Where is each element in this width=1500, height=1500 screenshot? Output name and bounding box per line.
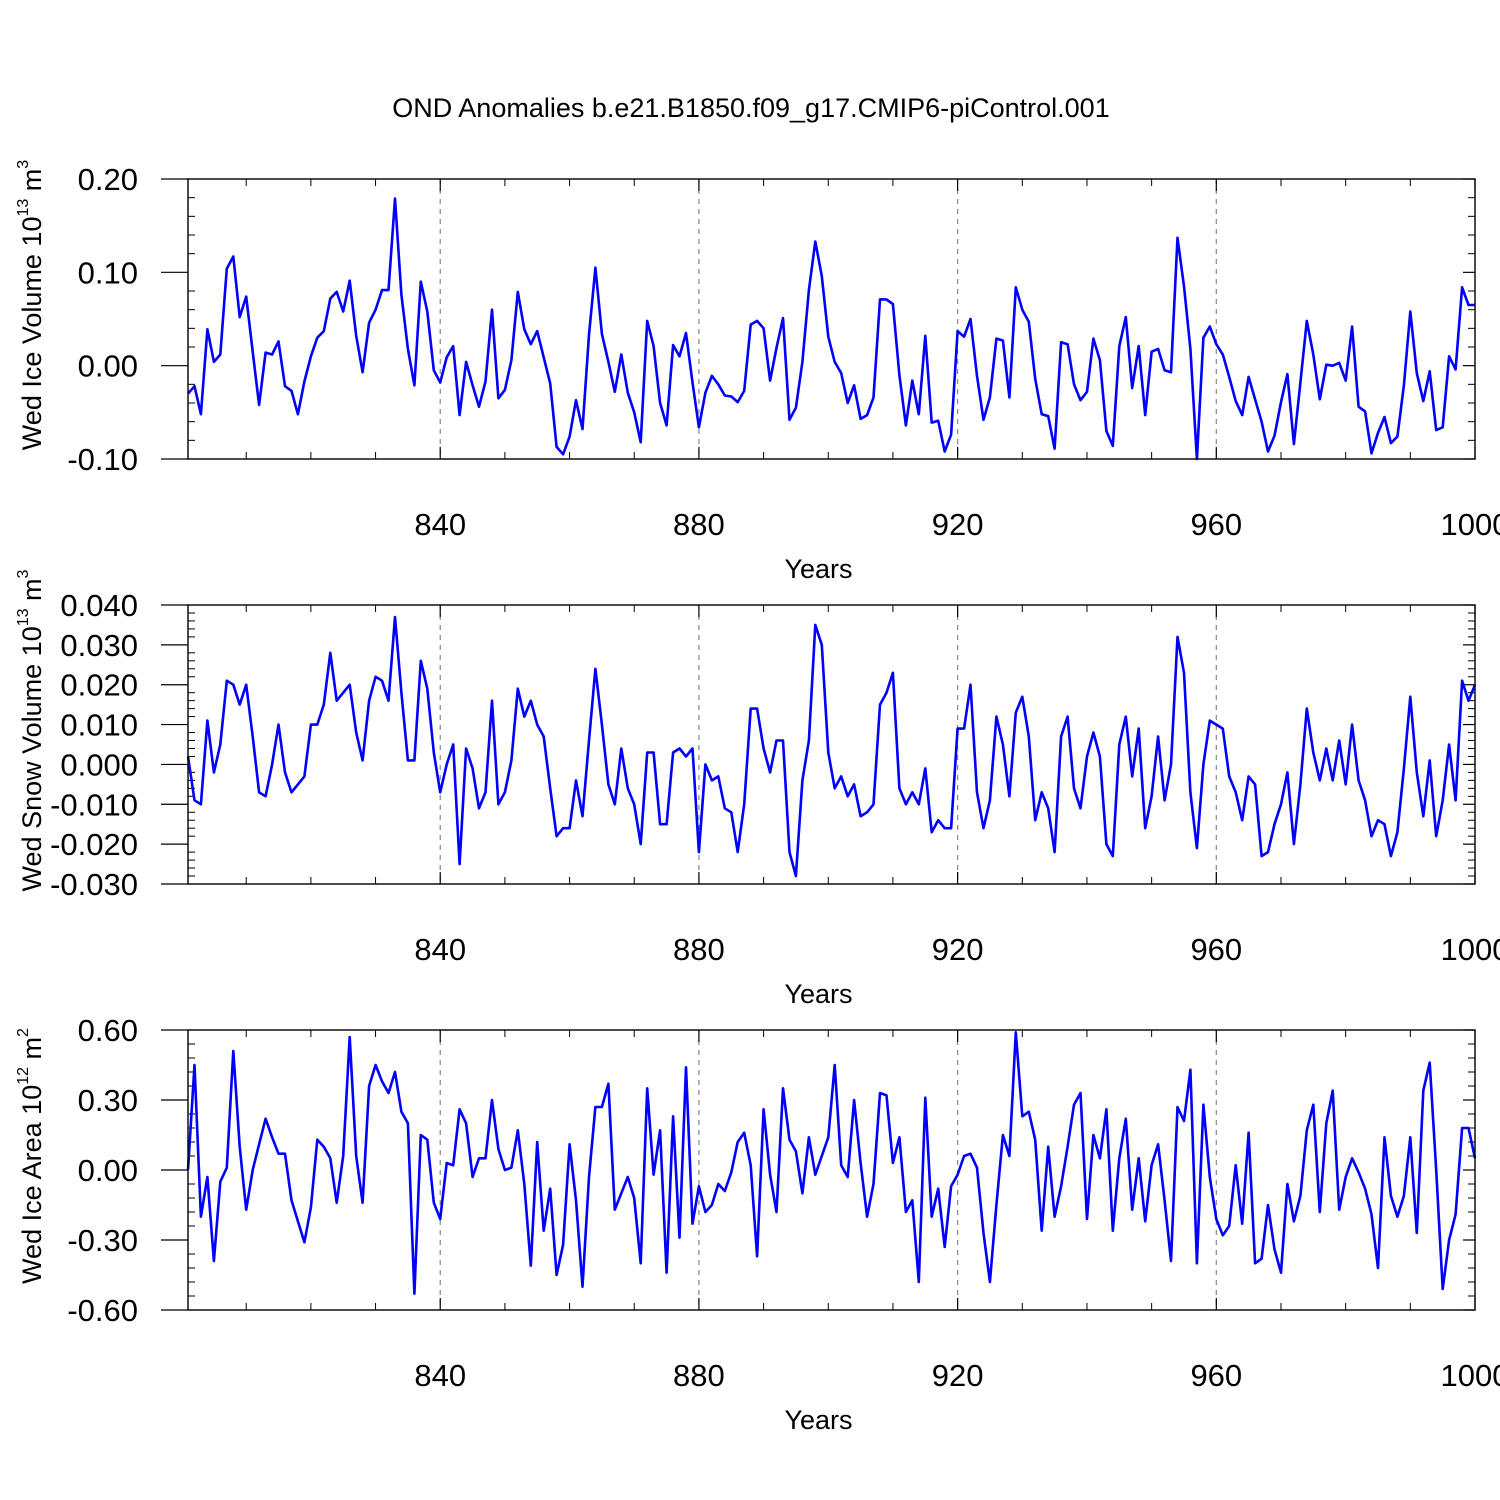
ice-volume-xlabel: Years (784, 554, 852, 584)
ice-area-ylabel-unit-exp: 2 (15, 1028, 32, 1037)
ice-volume-ytick-label: 0.10 (78, 255, 138, 290)
snow-volume-panel: -0.030 -0.020 -0.010 0.000 0.010 0.020 0.030 0.… (15, 569, 1500, 1009)
ice-area-panel: -0.60-0.300.000.300.60 8408809209601000 … (15, 1013, 1500, 1435)
chart-title: OND Anomalies b.e21.B1850.f09_g17.CMIP6-… (392, 93, 1109, 123)
ice-area-ytick-label: 0.30 (78, 1083, 138, 1118)
ice-area-xlabel: Years (784, 1405, 852, 1435)
ice-volume-xtick-labels: 840 880 920 960 1000 (414, 507, 1500, 542)
snow-volume-ylabel-unit (17, 601, 47, 609)
ice-area-xtick-labels: 840 880 920 960 1000 (414, 1358, 1500, 1393)
ice-volume-xtick-label: 960 (1190, 507, 1242, 542)
snow-volume-ticks (161, 604, 1476, 885)
ice-area-xtick-label: 880 (673, 1358, 725, 1393)
ice-volume-ylabel-unit (17, 191, 47, 199)
snow-volume-xlabel: Years (784, 979, 852, 1009)
snow-volume-ylabel-unit-exp: 3 (15, 569, 32, 578)
snow-volume-ytick-label: 0.030 (60, 628, 138, 663)
ice-volume-xtick-label: 920 (932, 507, 984, 542)
snow-volume-xtick-label: 960 (1190, 932, 1242, 967)
ice-area-xtick-label: 840 (414, 1358, 466, 1393)
ice-area-xtick-label: 920 (932, 1358, 984, 1393)
snow-volume-ytick-label: -0.010 (50, 787, 138, 822)
ice-volume-plot-frame (187, 178, 1476, 460)
ice-volume-ylabel-base: 10 (17, 217, 47, 247)
ice-area-ytick-label: -0.30 (67, 1223, 138, 1258)
snow-volume-ytick-label: -0.020 (50, 827, 138, 862)
snow-volume-plot-frame (187, 604, 1476, 885)
ice-area-ytick-label: -0.60 (67, 1293, 138, 1328)
ice-area-plot-frame (187, 1029, 1476, 1311)
ice-volume-gridlines (439, 179, 1217, 459)
snow-volume-ylabel-name: Wed Snow Volume (17, 664, 47, 892)
snow-volume-ytick-label: -0.030 (50, 867, 138, 902)
ice-volume-ylabel-base-exp: 13 (15, 199, 32, 217)
snow-volume-ytick-label: 0.040 (60, 588, 138, 623)
snow-volume-ylabel-base: 10 (17, 626, 47, 656)
ice-area-ylabel-name: Wed Ice Area (17, 1121, 47, 1284)
ice-area-ylabel: Wed Ice Area 1012 m2 (15, 1028, 47, 1284)
ice-volume-ytick-label: 0.00 (78, 349, 138, 384)
ice-area-ytick-labels: -0.60 -0.30 0.00 0.30 0.60 (67, 1013, 138, 1328)
ice-area-series-line (186, 1031, 1477, 1295)
snow-volume-ylabel-base-exp: 13 (15, 608, 32, 626)
ice-volume-ylabel-unit-exp: 3 (15, 160, 32, 169)
snow-volume-ylabel-unit-letter: m (17, 578, 47, 601)
snow-volume-xtick-label: 880 (673, 932, 725, 967)
ice-volume-ylabel: Wed Ice Volume 1013 m3 (15, 160, 47, 450)
ice-volume-xtick-label: 1000 (1441, 507, 1500, 542)
ice-volume-xtick-label: 880 (673, 507, 725, 542)
ice-area-ytick-label: 0.00 (78, 1153, 138, 1188)
ice-area-ytick-label: 0.60 (78, 1013, 138, 1048)
snow-volume-ytick-label: 0.020 (60, 668, 138, 703)
snow-volume-xtick-label: 1000 (1441, 932, 1500, 967)
ice-area-xtick-label: 1000 (1441, 1358, 1500, 1393)
ice-volume-ytick-label: -0.10 (67, 442, 138, 477)
snow-volume-xtick-label: 840 (414, 932, 466, 967)
snow-volume-ylabel: Wed Snow Volume 1013 m3 (15, 569, 47, 891)
ice-area-ylabel-base: 10 (17, 1085, 47, 1115)
ice-volume-ylabel-unit-letter: m (17, 169, 47, 192)
snow-volume-xtick-label: 920 (932, 932, 984, 967)
ice-area-ylabel-unit (17, 1059, 47, 1067)
ice-area-xtick-label: 960 (1190, 1358, 1242, 1393)
snow-volume-xtick-labels: 840 880 920 960 1000 (414, 932, 1500, 967)
ice-volume-panel: -0.10 0.00 0.10 0.20 840 880 920 960 1000 Years… (15, 160, 1500, 584)
ice-volume-ylabel-name: Wed Ice Volume (17, 254, 47, 450)
ice-area-ylabel-base-exp: 12 (15, 1067, 32, 1085)
snow-volume-series-line (186, 615, 1477, 878)
snow-volume-ytick-label: 0.000 (60, 747, 138, 782)
ice-volume-ytick-label: 0.20 (78, 162, 138, 197)
snow-volume-ytick-label: 0.010 (60, 708, 138, 743)
ice-volume-xtick-label: 840 (414, 507, 466, 542)
ice-area-ylabel-unit-letter: m (17, 1037, 47, 1060)
ice-volume-ytick-labels: -0.10 0.00 0.10 0.20 (67, 162, 138, 477)
snow-volume-ytick-labels: -0.030 -0.020 -0.010 0.000 0.010 0.020 0.030 0.… (50, 588, 138, 902)
ice-volume-series-line (187, 197, 1475, 461)
ice-area-gridlines (439, 1030, 1217, 1310)
